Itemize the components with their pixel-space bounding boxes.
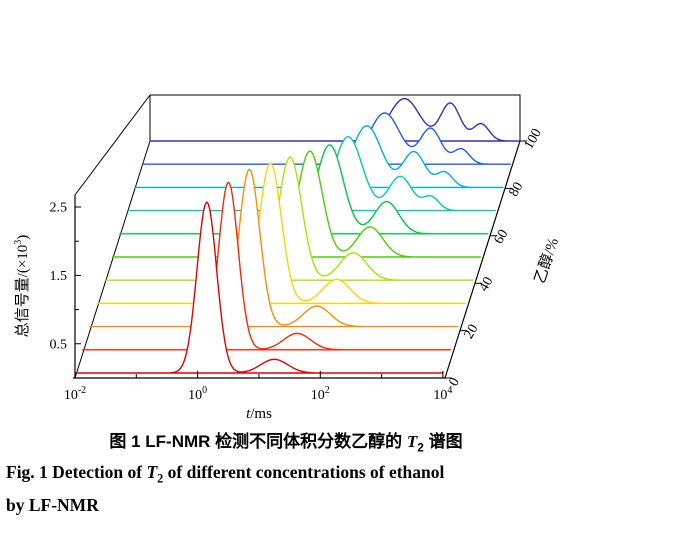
y-axis-minor-ticks — [75, 240, 79, 311]
series-curve-0pct — [74, 201, 444, 374]
x-tick-label-0: 10-2 — [64, 385, 86, 403]
series-curve-20pct — [89, 168, 459, 328]
series-curve-30pct — [96, 162, 466, 305]
x-tick-label-3: 104 — [433, 385, 452, 403]
series-curve-10pct — [81, 181, 451, 351]
figure-caption-zh: 图 1 LF-NMR 检测不同体积分数乙醇的 T2 谱图 — [6, 429, 566, 457]
caption-zh-t2-sub: 2 — [417, 440, 424, 455]
figure-captions: 图 1 LF-NMR 检测不同体积分数乙醇的 T2 谱图 Fig. 1 Dete… — [6, 429, 566, 521]
figure: 10-2 100 102 104 0.5 1.5 2.5 0 20 40 60 … — [6, 94, 566, 521]
caption-en-line2-text: by LF-NMR — [6, 494, 99, 515]
figure-caption-en-line1: Fig. 1 Detection of T2 of different conc… — [6, 457, 566, 490]
y-tick-label-1: 1.5 — [50, 269, 68, 284]
z-axis-line — [444, 140, 521, 379]
z-tick-label-1: 20 — [461, 322, 481, 342]
y-tick-label-0: 0.5 — [50, 337, 68, 352]
series-curve-100pct — [149, 97, 519, 142]
caption-zh-text: 图 1 LF-NMR 检测不同体积分数乙醇的 — [109, 432, 407, 451]
z-tick-label-2: 40 — [476, 275, 496, 295]
caption-zh-suffix: 谱图 — [423, 432, 463, 451]
frame-top-left-edge — [74, 94, 151, 196]
z-tick-label-3: 60 — [491, 227, 511, 247]
caption-en-suffix: of different concentrations of ethanol — [163, 462, 445, 483]
waterfall-chart: 10-2 100 102 104 0.5 1.5 2.5 0 20 40 60 … — [13, 94, 562, 422]
x-axis-minor-ticks — [135, 374, 383, 378]
caption-zh-t2-symbol: T — [406, 432, 418, 451]
caption-en-t2-sub: 2 — [157, 471, 164, 486]
caption-en-t2-symbol: T — [146, 462, 158, 483]
figure-caption-en-line2: by LF-NMR — [6, 490, 566, 522]
axes — [73, 140, 527, 379]
x-axis-label: t/ms — [246, 406, 272, 422]
x-axis-major-ticks — [74, 371, 444, 378]
z-tick-label-5: 100 — [521, 126, 544, 152]
series-curves — [74, 97, 519, 374]
z-tick-label-4: 80 — [506, 180, 526, 200]
y-axis-label: 总信号量/(×103) — [13, 235, 31, 338]
z-axis-ticks — [445, 140, 527, 379]
series-curve-40pct — [104, 156, 474, 281]
x-tick-label-2: 102 — [311, 385, 330, 403]
caption-en-text: Fig. 1 Detection of — [6, 462, 147, 483]
y-tick-label-2: 2.5 — [50, 201, 68, 216]
y-axis-major-ticks — [75, 206, 81, 345]
frame-bottom-left-edge — [74, 140, 151, 379]
x-tick-label-1: 100 — [188, 385, 207, 403]
z-axis-label: 乙醇/% — [531, 236, 562, 286]
